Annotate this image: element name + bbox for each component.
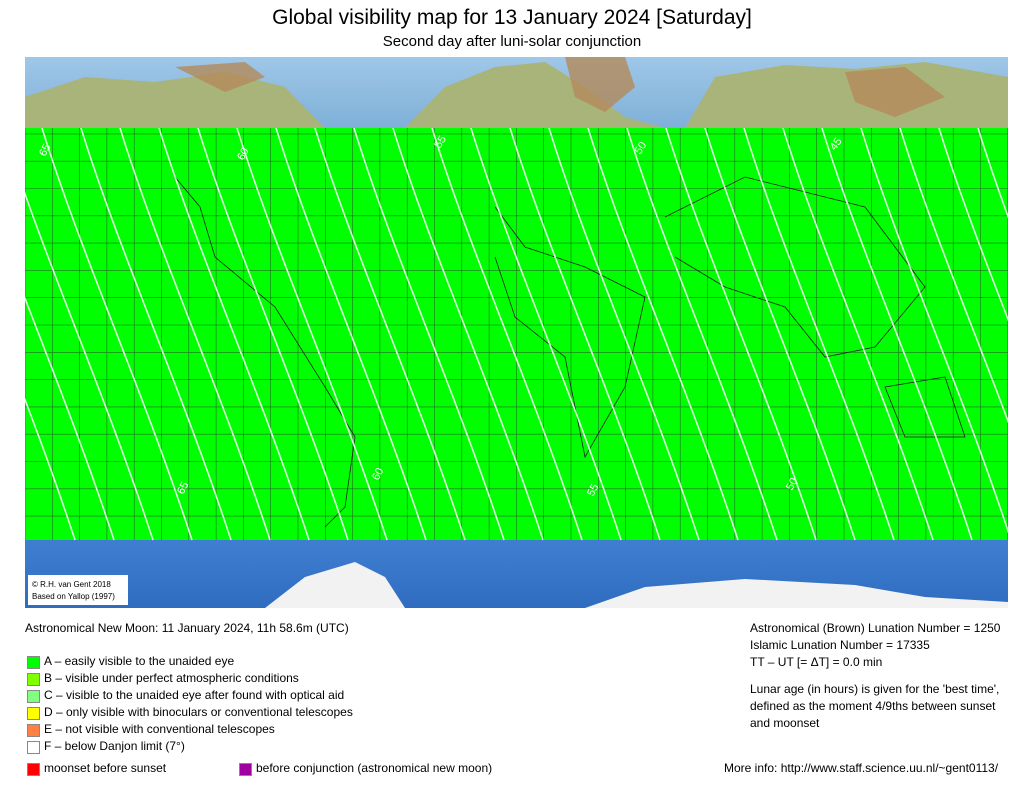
arctic-land bbox=[25, 62, 1008, 128]
contour-line bbox=[509, 127, 661, 541]
legend-label: B – visible under perfect atmospheric co… bbox=[44, 671, 299, 685]
contour-line bbox=[80, 127, 232, 541]
contour-line bbox=[743, 127, 895, 541]
copyright: © R.H. van Gent 2018 bbox=[32, 580, 111, 589]
contour-line bbox=[275, 127, 427, 541]
legend-label: C – visible to the unaided eye after fou… bbox=[44, 688, 345, 702]
coastlines bbox=[174, 176, 966, 528]
contour-line bbox=[431, 127, 583, 541]
contour-line bbox=[548, 127, 700, 541]
contour-line bbox=[353, 127, 505, 541]
contour-label: 65 bbox=[175, 480, 191, 496]
legend-label: F – below Danjon limit (7°) bbox=[44, 739, 185, 753]
contour-label: 65 bbox=[37, 142, 53, 158]
contour-line bbox=[899, 127, 1008, 424]
more-info: More info: http://www.staff.science.uu.n… bbox=[724, 761, 999, 775]
contour-line bbox=[860, 127, 1008, 534]
contour-line bbox=[704, 127, 856, 541]
contour-line bbox=[25, 397, 76, 541]
contour-line bbox=[158, 127, 310, 541]
brown-lunation: Astronomical (Brown) Lunation Number = 1… bbox=[750, 621, 1001, 635]
contour-line bbox=[25, 296, 115, 541]
new-moon: Astronomical New Moon: 11 January 2024, … bbox=[25, 621, 349, 635]
contour-line bbox=[470, 127, 622, 541]
contour-label: 50 bbox=[633, 140, 650, 157]
contour-label: 60 bbox=[370, 466, 386, 482]
lunar-age: and moonset bbox=[750, 716, 820, 730]
contour-label: 55 bbox=[585, 482, 601, 498]
contour-label: 50 bbox=[784, 476, 800, 492]
legend-label: E – not visible with conventional telesc… bbox=[44, 722, 275, 736]
copyright: Based on Yallop (1997) bbox=[32, 592, 115, 601]
lunar-age: defined as the moment 4/9ths between sun… bbox=[750, 699, 996, 713]
contour-line bbox=[626, 127, 778, 541]
legend-label: moonset before sunset bbox=[44, 761, 167, 775]
legend-label: D – only visible with binoculars or conv… bbox=[44, 705, 353, 719]
contour-line bbox=[938, 127, 1008, 322]
contour-label: 60 bbox=[235, 146, 252, 163]
legend-label: before conjunction (astronomical new moo… bbox=[256, 761, 493, 775]
contour-line bbox=[41, 127, 193, 541]
legend-swatch bbox=[27, 707, 40, 720]
contour-line bbox=[236, 127, 388, 541]
delta-t: TT – UT [= ΔT] = 0.0 min bbox=[750, 655, 883, 669]
islamic-lunation: Islamic Lunation Number = 17335 bbox=[750, 638, 930, 652]
copyright-box bbox=[28, 575, 128, 605]
subtitle: Second day after luni-solar conjunction bbox=[382, 33, 642, 50]
legend-swatch bbox=[27, 724, 40, 737]
title: Global visibility map for 13 January 202… bbox=[272, 6, 752, 29]
contour-line bbox=[665, 127, 817, 541]
legend-swatch bbox=[27, 763, 40, 776]
contour-line bbox=[977, 127, 1008, 219]
contour-line bbox=[119, 127, 271, 541]
legend-swatch bbox=[239, 763, 252, 776]
contour-line bbox=[392, 127, 544, 541]
contour-line bbox=[587, 127, 739, 541]
antarctica bbox=[265, 562, 1008, 608]
lunar-age: Lunar age (in hours) is given for the 'b… bbox=[750, 682, 1000, 696]
legend-swatch bbox=[27, 673, 40, 686]
contour-line bbox=[821, 127, 973, 541]
contour-label: 55 bbox=[432, 134, 449, 151]
legend-label: A – easily visible to the unaided eye bbox=[44, 654, 235, 668]
legend-swatch bbox=[27, 656, 40, 669]
contour-line bbox=[782, 127, 934, 541]
contour-line bbox=[25, 191, 154, 541]
contour-label: 45 bbox=[828, 136, 845, 153]
contour-line bbox=[314, 127, 466, 541]
contour-line bbox=[197, 127, 349, 541]
legend-swatch bbox=[27, 741, 40, 754]
legend-swatch bbox=[27, 690, 40, 703]
map: © R.H. van Gent 2018 Based on Yallop (19… bbox=[25, 57, 1008, 608]
